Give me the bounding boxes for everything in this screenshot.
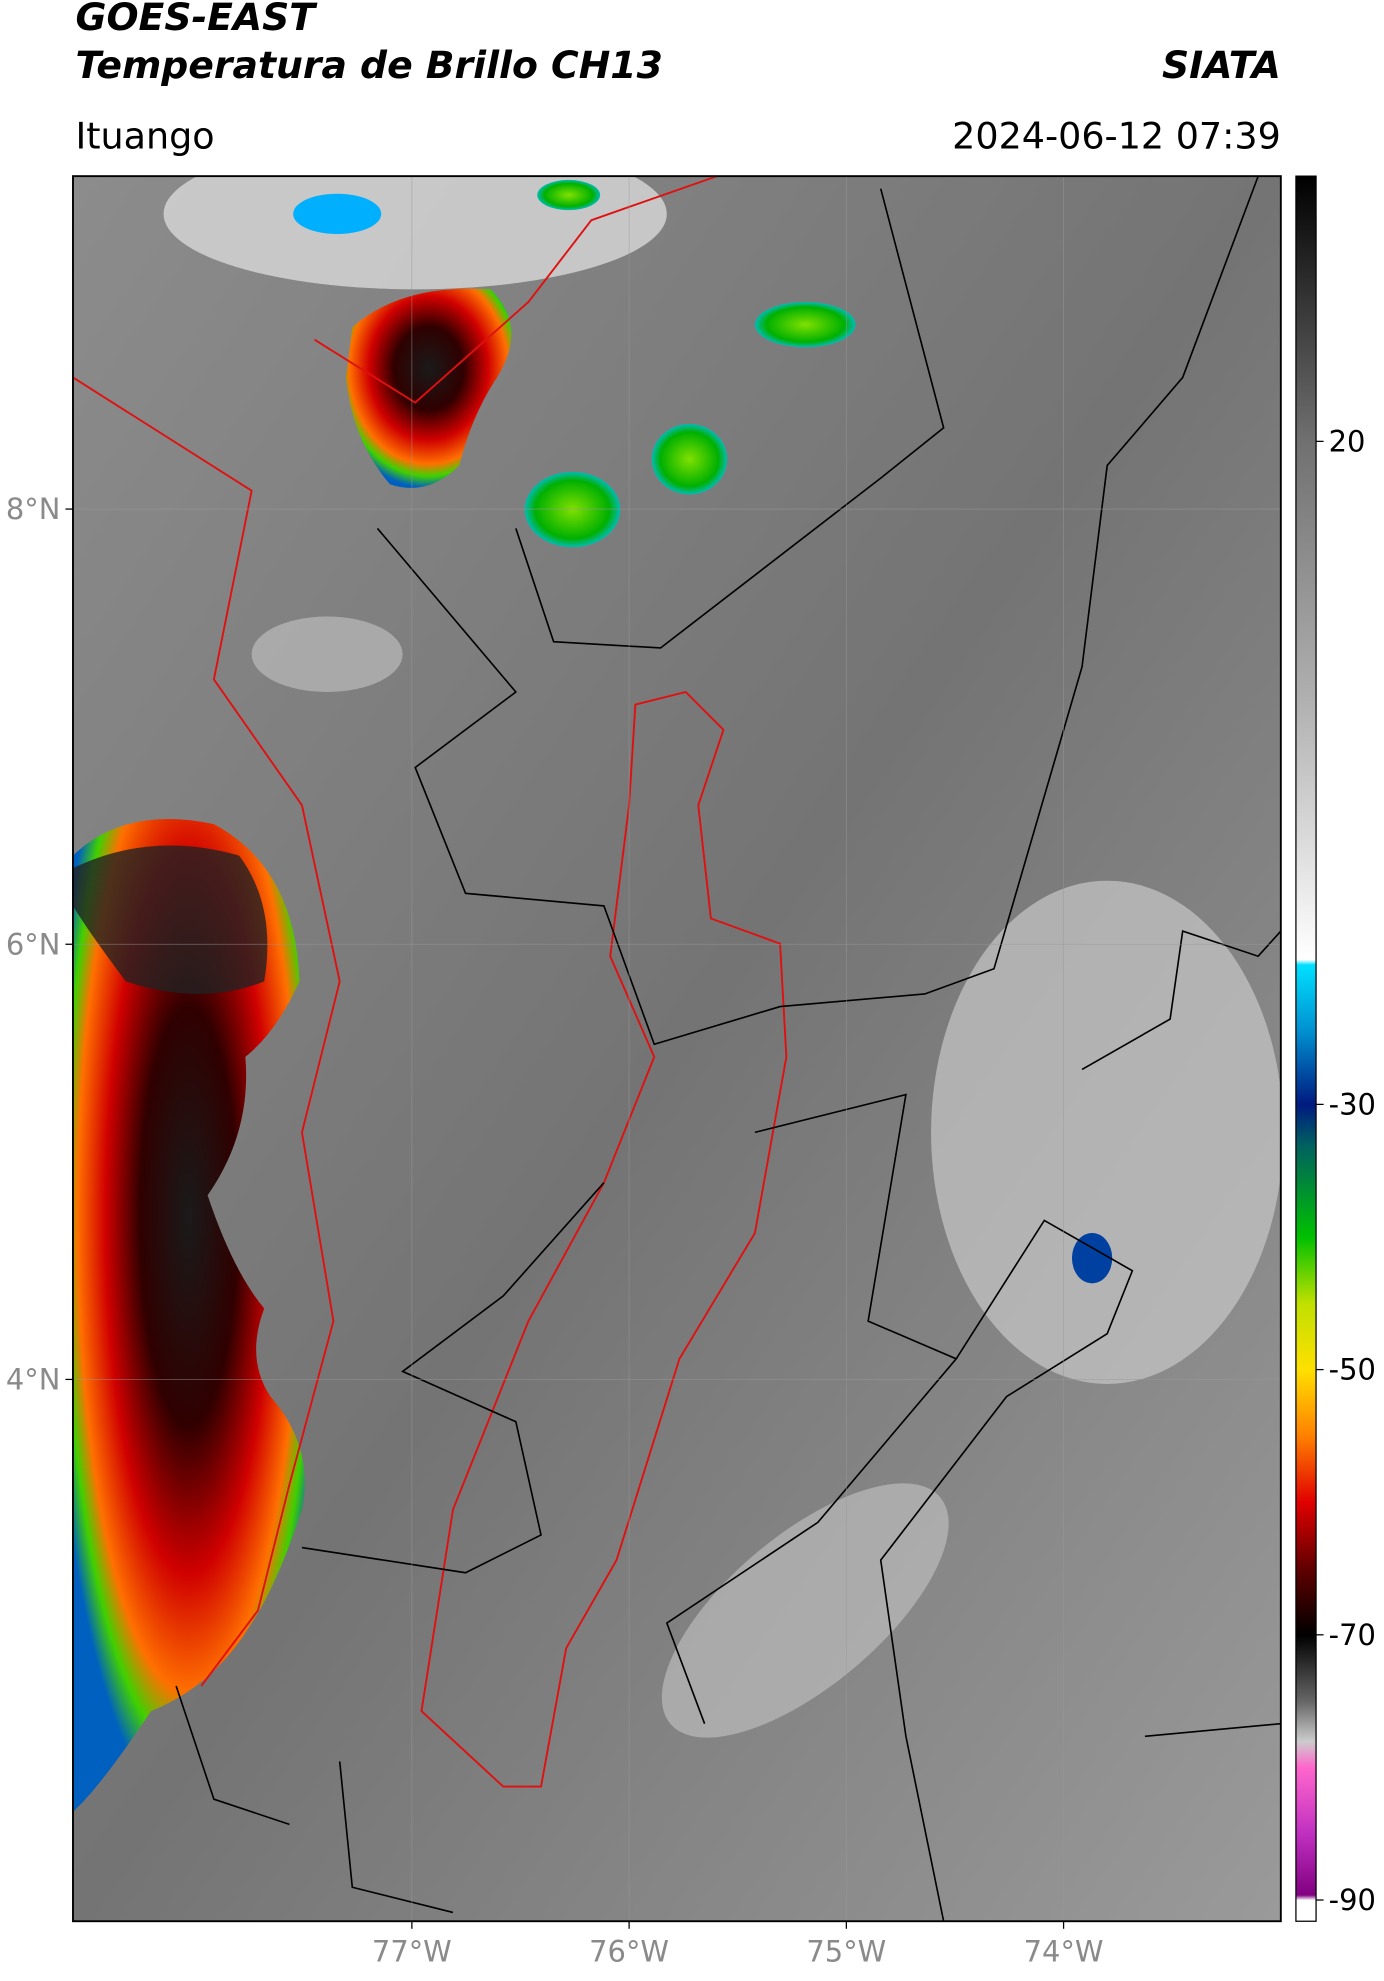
storm-cell: [293, 193, 382, 235]
storm-cell: [1071, 1233, 1113, 1284]
map-frame: [72, 175, 1282, 1923]
colorbar-tick-label: -90: [1329, 1883, 1376, 1917]
colorbar-tick-label: -50: [1329, 1353, 1376, 1387]
datetime: 2024-06-12 07:39: [952, 114, 1281, 157]
border: [314, 176, 718, 404]
cloud: [661, 1483, 949, 1738]
satellite-image: [72, 176, 1281, 1922]
storm-cell: [537, 179, 601, 211]
source: SIATA: [1162, 43, 1281, 87]
cloud: [163, 176, 667, 290]
x-tick-label: 77°W: [372, 1934, 452, 1968]
cloud: [931, 880, 1281, 1384]
colorbar-tick-label: -30: [1329, 1087, 1376, 1121]
storm-cell: [524, 471, 621, 548]
basin-outline: [420, 690, 788, 1788]
subtitle: Temperatura de Brillo CH13: [75, 43, 662, 87]
x-tick-label: 75°W: [806, 1934, 886, 1968]
location: Ituango: [75, 114, 214, 157]
grid: [72, 176, 1281, 1922]
storm-cell: [346, 288, 512, 488]
coastline: [72, 376, 341, 1687]
title: GOES-EAST: [75, 0, 318, 39]
x-tick-label: 74°W: [1024, 1934, 1104, 1968]
storm-cell: [754, 301, 856, 348]
y-tick-label: 4°N: [6, 1362, 61, 1396]
storm-cell: [651, 424, 728, 495]
colorbar: [1295, 175, 1317, 1922]
y-tick-label: 8°N: [6, 492, 61, 526]
storm-system: [72, 819, 305, 1812]
y-tick-label: 6°N: [6, 927, 61, 961]
department-borders: [175, 176, 1281, 1922]
colorbar-tick-label: 20: [1329, 424, 1366, 458]
colorbar-tick-label: -70: [1329, 1618, 1376, 1652]
storm-core: [72, 845, 268, 994]
x-tick-label: 76°W: [589, 1934, 669, 1968]
cloud: [251, 616, 403, 692]
